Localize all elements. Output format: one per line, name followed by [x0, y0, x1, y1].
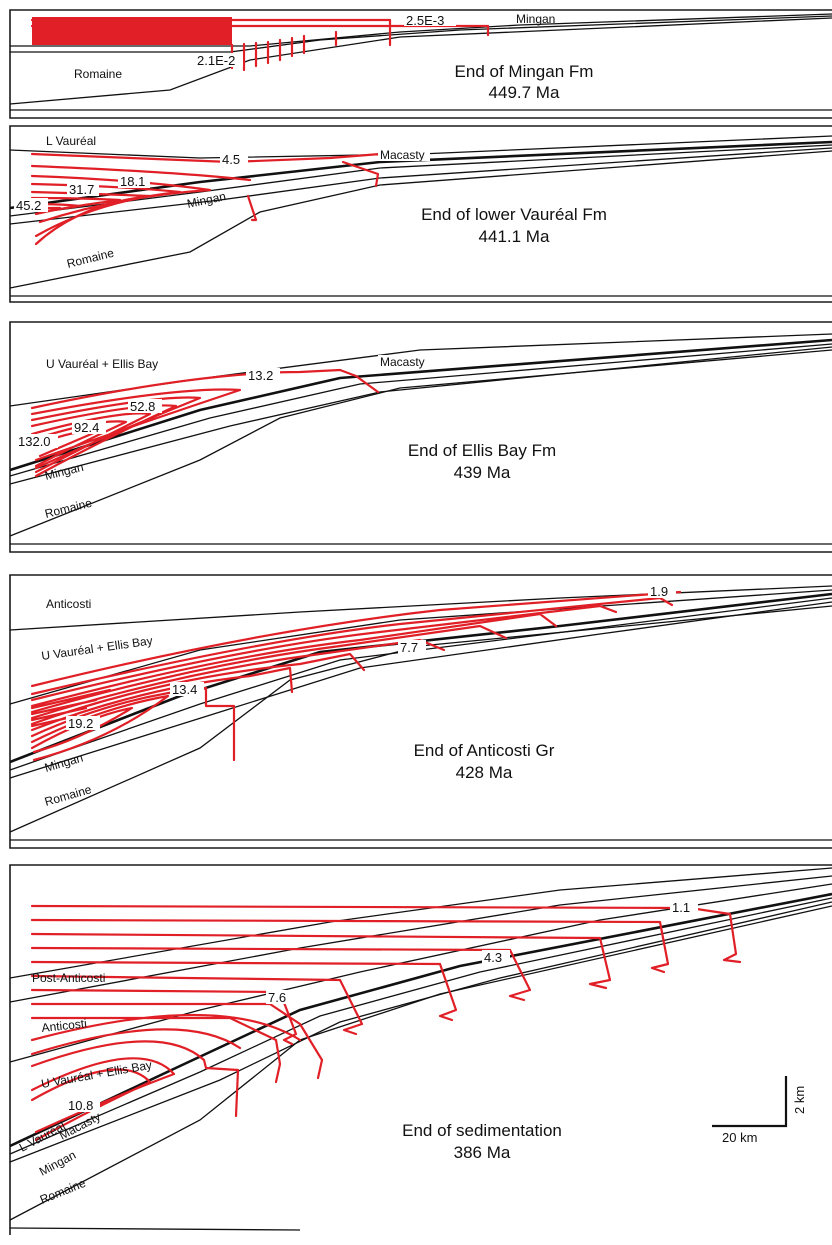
panel-1-unit-romaine: Romaine	[74, 67, 122, 81]
panel-5-horizon-6	[9, 901, 832, 1163]
panel-5-isotherm-label-2: 4.3	[484, 950, 502, 965]
panel-3-age: 439 Ma	[454, 463, 511, 482]
panel-5-unit-anticosti: Anticosti	[41, 1016, 88, 1035]
panel-4-age: 428 Ma	[456, 763, 513, 782]
panel-5-isotherm-label-4: 10.8	[68, 1098, 93, 1113]
panel-5-horizon-1	[9, 867, 832, 979]
panel-2-isotherm-label-3: 31.7	[69, 182, 94, 197]
panel-2-isotherm-label-1: 4.5	[222, 152, 240, 167]
panel-4-isotherms	[30, 590, 682, 762]
panel-1-isotherm-label-2: 2.1E-2	[197, 53, 235, 68]
panel-1: 2.5E-3 2.1E-2 Mingan Romaine End of Ming…	[9, 9, 832, 119]
panel-1-isotherm-band	[32, 17, 232, 45]
panel-1-horizon-mid	[10, 15, 832, 53]
panel-2-unit-romaine: Romaine	[65, 246, 115, 271]
panel-3-isotherms	[30, 368, 380, 478]
panel-4: 1.9 7.7 13.4 19.2 Anticosti U Vauréal + …	[9, 574, 832, 849]
panel-5-frame	[9, 864, 832, 1235]
panel-4-title: End of Anticosti Gr	[414, 741, 555, 760]
panel-1-unit-mingan: Mingan	[516, 12, 555, 26]
panel-4-unit-anticosti: Anticosti	[46, 597, 91, 611]
panel-5-age: 386 Ma	[454, 1143, 511, 1162]
panel-3-title: End of Ellis Bay Fm	[408, 441, 556, 460]
panel-3-horizon-3	[9, 343, 832, 477]
panel-4-unit-u-vaureal: U Vauréal + Ellis Bay	[40, 633, 153, 662]
panel-5-horizon-8	[9, 1227, 301, 1231]
panel-4-horizon-1	[9, 585, 832, 631]
scale-bar-vertical-label: 2 km	[792, 1086, 807, 1114]
panel-2-isotherm-label-4: 45.2	[16, 198, 41, 213]
panel-1-age: 449.7 Ma	[489, 83, 560, 102]
panel-5-isotherm-label-3: 7.6	[268, 990, 286, 1005]
panel-4-isotherm-label-4: 19.2	[68, 716, 93, 731]
panel-3-horizon-5	[9, 349, 832, 537]
panel-4-unit-romaine: Romaine	[43, 782, 93, 809]
panel-5-horizon-2	[9, 875, 832, 1003]
panel-5-unit-mingan: Mingan	[37, 1148, 78, 1179]
panel-3-isotherm-label-1: 13.2	[248, 368, 273, 383]
panel-5-unit-post-anticosti: Post-Anticosti	[32, 971, 105, 985]
scale-bar	[712, 1076, 788, 1128]
panel-1-isotherm-label-1: 2.5E-3	[406, 13, 444, 28]
panel-1-horizon-top	[10, 13, 832, 47]
panel-2-horizon-5	[9, 150, 832, 289]
panel-3-unit-u-vaureal: U Vauréal + Ellis Bay	[46, 357, 158, 371]
panel-2-frame	[9, 125, 832, 303]
panel-1-title: End of Mingan Fm	[455, 62, 594, 81]
panel-2: 4.5 18.1 31.7 45.2 L Vauréal Macasty Min…	[9, 125, 832, 303]
panel-3-frame	[9, 321, 832, 553]
panel-1-horizon-base	[9, 17, 832, 105]
panel-3-isotherm-label-2: 52.8	[130, 399, 155, 414]
panel-2-horizon-4	[9, 147, 832, 225]
panel-5-title: End of sedimentation	[402, 1121, 562, 1140]
panel-5: 1.1 4.3 7.6 10.8 Post-Anticosti Anticost…	[9, 864, 832, 1235]
panel-4-horizon-5	[9, 601, 832, 779]
panel-2-title: End of lower Vauréal Fm	[421, 205, 607, 224]
panel-2-horizon-1	[9, 135, 832, 159]
panel-4-isotherm-label-3: 13.4	[172, 682, 197, 697]
panel-4-horizon-4	[9, 597, 832, 771]
panel-5-isotherms	[30, 904, 742, 1142]
panel-5-horizon-5	[9, 897, 832, 1155]
panel-1-frame	[9, 9, 832, 119]
panel-4-horizon-3	[9, 592, 832, 764]
panel-3-unit-macasty: Macasty	[380, 355, 425, 369]
scale-bar-horizontal-label: 20 km	[722, 1130, 757, 1145]
panel-5-isotherm-label-1: 1.1	[672, 900, 690, 915]
panel-4-unit-mingan: Mingan	[43, 751, 85, 775]
panel-4-isotherm-label-2: 7.7	[400, 640, 418, 655]
panel-2-unit-l-vaureal: L Vauréal	[46, 134, 96, 148]
panel-2-isotherm-label-2: 18.1	[120, 174, 145, 189]
panel-2-age: 441.1 Ma	[479, 227, 550, 246]
panel-2-unit-macasty: Macasty	[380, 148, 425, 162]
panel-3-unit-romaine: Romaine	[43, 496, 93, 521]
panel-4-isotherm-label-1: 1.9	[650, 584, 668, 599]
panel-3-unit-mingan: Mingan	[43, 460, 85, 483]
panel-3-isotherm-label-4: 132.0	[18, 434, 51, 449]
panel-5-horizon-4	[9, 892, 832, 1148]
panel-5-unit-romaine: Romaine	[38, 1176, 88, 1207]
panel-3: 13.2 52.8 92.4 132.0 U Vauréal + Ellis B…	[9, 321, 832, 553]
panel-4-frame	[9, 574, 832, 849]
panel-3-isotherm-label-3: 92.4	[74, 420, 99, 435]
